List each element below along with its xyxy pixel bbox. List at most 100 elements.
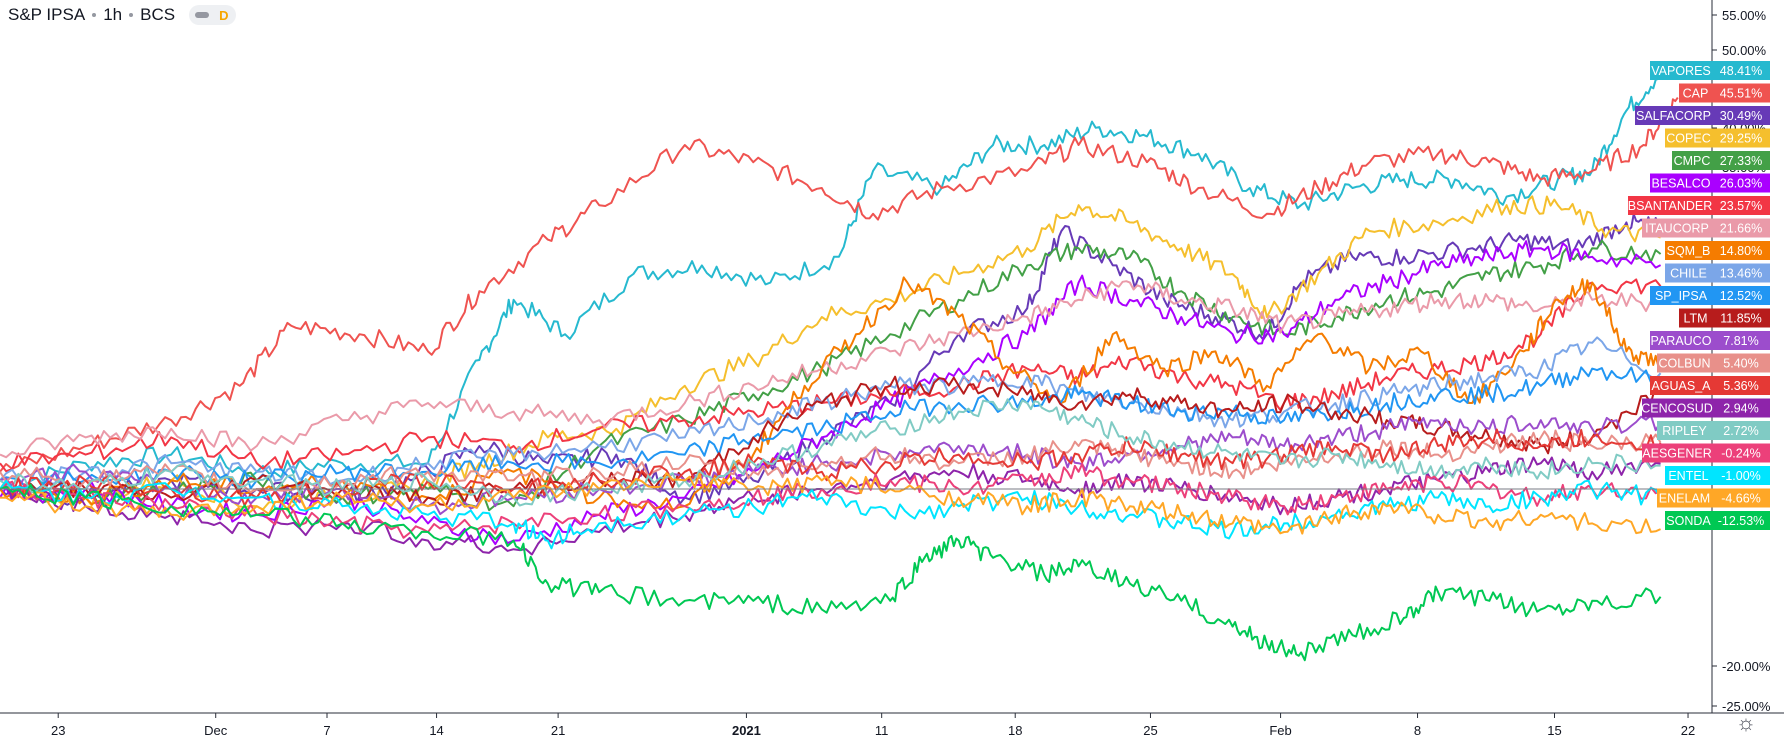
tag-series-name: SQM_B <box>1667 244 1711 258</box>
tag-name-bg <box>1657 488 1712 508</box>
tag-series-value: 11.85% <box>1720 312 1761 326</box>
tag-value-bg <box>1712 331 1770 350</box>
last-value-tags: VAPORES 48.41% CAP 45.51% SALFACORP 30.49% COP… <box>1628 61 1770 530</box>
tag-series-name: LTM <box>1683 312 1707 326</box>
series-line-entel[interactable] <box>0 479 1662 550</box>
tag-name-bg <box>1665 263 1712 283</box>
tag-series-value: 45.51% <box>1720 87 1762 101</box>
value-tag-entel: ENTEL -1.00% <box>1665 466 1770 485</box>
tag-name-bg <box>1665 511 1712 530</box>
tag-value-bg <box>1712 263 1770 283</box>
tag-name-bg <box>1657 421 1712 440</box>
value-tag-sonda: SONDA -12.53% <box>1665 511 1770 530</box>
interval-label[interactable]: 1h <box>103 5 123 24</box>
tag-series-name: ENTEL <box>1668 469 1708 483</box>
tag-name-bg <box>1628 196 1712 215</box>
tag-series-value: 21.66% <box>1720 222 1762 236</box>
tag-series-value: 5.36% <box>1723 379 1758 393</box>
tag-value-bg <box>1712 151 1770 170</box>
tag-series-name: RIPLEY <box>1662 424 1707 438</box>
tag-series-name: BESALCO <box>1651 177 1710 191</box>
gear-icon[interactable]: ☼ <box>1735 710 1757 735</box>
series-line-aguas_a[interactable] <box>0 428 1662 507</box>
series-line-sonda[interactable] <box>0 483 1662 662</box>
tag-series-name: BSANTANDER <box>1628 199 1713 213</box>
series-line-colbun[interactable] <box>0 429 1662 494</box>
y-tick-label: 50.00% <box>1722 43 1767 58</box>
series-line-enelam[interactable] <box>0 472 1662 535</box>
series-line-itaucorp[interactable] <box>0 280 1661 459</box>
delayed-flag: D <box>219 7 229 23</box>
tag-value-bg <box>1712 376 1770 395</box>
series-line-sqm_b[interactable] <box>0 276 1662 511</box>
value-tag-itaucorp: ITAUCORP 21.66% <box>1642 218 1770 238</box>
tag-series-value: -0.24% <box>1721 447 1761 461</box>
value-tag-sp_ipsa: SP_IPSA 12.52% <box>1650 286 1770 305</box>
x-tick-label: 25 <box>1143 723 1157 738</box>
y-tick-label: 55.00% <box>1722 8 1767 23</box>
tag-series-name: CENCOSUD <box>1641 402 1713 416</box>
tag-value-bg <box>1712 173 1770 193</box>
tag-series-name: COLBUN <box>1658 357 1710 371</box>
y-tick-label: -20.00% <box>1722 659 1771 674</box>
tag-name-bg <box>1650 61 1712 80</box>
series-line-vapores[interactable] <box>0 72 1662 492</box>
eye-icon[interactable] <box>195 12 210 18</box>
value-tag-cap: CAP 45.51% <box>1679 83 1770 103</box>
tag-series-value: 7.81% <box>1723 334 1758 348</box>
tag-series-name: AESGENER <box>1642 447 1711 461</box>
tag-name-bg <box>1635 106 1712 125</box>
value-tag-colbun: COLBUN 5.40% <box>1657 353 1770 373</box>
tag-series-value: 48.41% <box>1720 64 1762 78</box>
tag-series-value: -1.00% <box>1721 469 1761 483</box>
tag-series-value: 14.80% <box>1720 244 1762 258</box>
tag-series-name: SALFACORP <box>1636 109 1711 123</box>
value-tag-aesgener: AESGENER -0.24% <box>1642 443 1770 463</box>
tag-value-bg <box>1712 353 1770 373</box>
tag-value-bg <box>1712 488 1770 508</box>
tag-name-bg <box>1642 398 1712 418</box>
x-tick-label: Dec <box>204 723 228 738</box>
series-line-ripley[interactable] <box>0 398 1661 507</box>
tag-series-value: 29.25% <box>1720 132 1762 146</box>
series-line-sp_ipsa[interactable] <box>0 366 1661 491</box>
tag-series-name: COPEC <box>1666 132 1710 146</box>
series-line-bsantander[interactable] <box>0 278 1662 473</box>
tag-series-value: 2.72% <box>1723 424 1758 438</box>
tag-series-value: 2.94% <box>1723 402 1758 416</box>
value-tag-sqm_b: SQM_B 14.80% <box>1665 241 1770 260</box>
symbol-name[interactable]: S&P IPSA <box>8 5 86 24</box>
value-tag-enelam: ENELAM -4.66% <box>1657 488 1770 508</box>
value-tag-ripley: RIPLEY 2.72% <box>1657 421 1770 440</box>
tag-series-value: 5.40% <box>1723 357 1758 371</box>
tag-series-name: CHILE <box>1670 267 1707 281</box>
x-tick-label: 18 <box>1008 723 1022 738</box>
tag-value-bg <box>1712 196 1770 215</box>
tag-series-value: 26.03% <box>1720 177 1762 191</box>
tag-value-bg <box>1712 443 1770 463</box>
tag-series-value: 27.33% <box>1720 154 1762 168</box>
tag-value-bg <box>1712 241 1770 260</box>
tag-series-value: 30.49% <box>1720 109 1762 123</box>
tag-name-bg <box>1665 466 1712 485</box>
tag-series-name: ENELAM <box>1659 492 1710 506</box>
x-tick-label: 11 <box>875 723 889 738</box>
time-scale[interactable]: 23 Dec 7 14 21 2021 11 18 25 Feb 8 15 22 <box>51 713 1695 738</box>
tag-series-name: CMPC <box>1674 154 1711 168</box>
value-tag-parauco: PARAUCO 7.81% <box>1650 331 1770 350</box>
status-pill[interactable]: D <box>189 5 237 25</box>
series-line-cap[interactable] <box>0 97 1679 473</box>
tag-name-bg <box>1650 376 1712 395</box>
series-line-besalco[interactable] <box>0 240 1662 546</box>
value-tag-ltm: LTM 11.85% <box>1679 308 1770 328</box>
x-tick-label: 23 <box>51 723 65 738</box>
y-tick-label: -25.00% <box>1722 699 1771 714</box>
series-line-cmpc[interactable] <box>0 239 1662 512</box>
x-tick-label: 7 <box>323 723 330 738</box>
x-tick-label: Feb <box>1269 723 1291 738</box>
value-tag-aguas_a: AGUAS_A 5.36% <box>1650 376 1770 395</box>
x-tick-label: 22 <box>1681 723 1695 738</box>
value-tag-vapores: VAPORES 48.41% <box>1650 61 1770 80</box>
tag-name-bg <box>1665 241 1712 260</box>
